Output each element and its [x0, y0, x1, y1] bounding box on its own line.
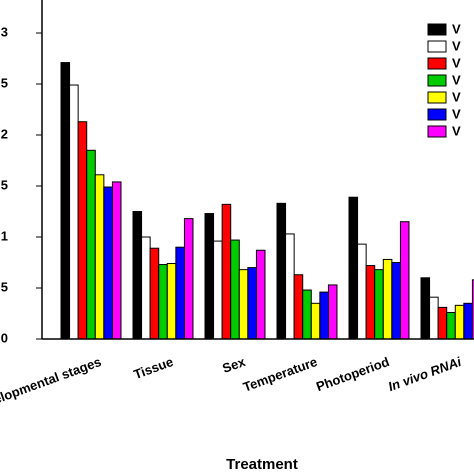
- bar: [310, 302, 321, 340]
- bar: [446, 311, 456, 340]
- bar: [166, 263, 177, 340]
- legend-label: V: [452, 106, 461, 121]
- bar: [213, 240, 223, 340]
- bar: [429, 296, 439, 340]
- bar: [276, 202, 287, 340]
- bar: [348, 196, 359, 340]
- bar: [60, 62, 71, 340]
- x-tick-label: Photoperiod: [314, 354, 391, 394]
- bar: [132, 211, 143, 340]
- legend-swatch: [427, 108, 447, 121]
- bar: [221, 203, 232, 340]
- bar: [111, 181, 122, 340]
- x-tick-label: Temperature: [241, 354, 319, 395]
- x-tick-label: In vivo RNAi: [386, 354, 463, 394]
- legend-label: V: [452, 55, 461, 70]
- bar: [471, 279, 474, 340]
- legend-swatch: [427, 74, 447, 87]
- bar: [175, 246, 185, 340]
- legend-label: V: [452, 72, 461, 87]
- legend-label: V: [452, 21, 461, 36]
- legend-swatch: [427, 91, 447, 104]
- bar: [149, 247, 160, 340]
- x-axis-label: Treatment: [226, 456, 298, 473]
- bar: [391, 262, 401, 340]
- bar: [357, 243, 367, 340]
- y-tick-label: 2: [1, 126, 8, 141]
- legend-label: V: [452, 89, 461, 104]
- bar: [374, 269, 384, 340]
- y-tick-label: 3: [1, 24, 8, 39]
- bar: [247, 267, 257, 340]
- bar: [365, 265, 376, 340]
- bar: [204, 213, 215, 340]
- bar: [382, 258, 393, 340]
- bar: [327, 284, 338, 340]
- legend-swatch: [427, 125, 447, 138]
- bar: [399, 221, 410, 340]
- bar: [437, 306, 448, 340]
- bar: [183, 218, 194, 340]
- x-tick-label: Tissue: [132, 354, 176, 382]
- x-tick-label: Sex: [220, 354, 248, 376]
- legend-label: V: [452, 123, 461, 138]
- bar: [302, 289, 312, 340]
- legend-swatch: [427, 57, 447, 70]
- legend-swatch: [427, 40, 447, 53]
- bar: [230, 239, 240, 340]
- x-tick-label: Developmental stages: [0, 354, 103, 415]
- y-tick-label: 0: [1, 330, 8, 345]
- y-tick-label: 1.5: [0, 177, 8, 192]
- bar: [319, 291, 329, 340]
- legend-swatch: [427, 23, 447, 36]
- bar: [293, 274, 304, 340]
- bar: [285, 233, 295, 340]
- bar: [69, 84, 79, 340]
- bar: [463, 302, 473, 340]
- bar: [86, 149, 96, 340]
- bar: [141, 236, 151, 340]
- bar: [158, 264, 168, 340]
- bar: [420, 277, 431, 340]
- bar: [255, 249, 266, 340]
- legend-label: V: [452, 38, 461, 53]
- bar: [103, 186, 113, 340]
- y-tick-label: 2.5: [0, 75, 8, 90]
- bar: [77, 121, 88, 340]
- bar: [94, 174, 105, 340]
- bar: [238, 269, 249, 340]
- y-tick-label: 0.5: [0, 279, 8, 294]
- y-tick-label: 1: [1, 228, 8, 243]
- bar: [454, 304, 465, 340]
